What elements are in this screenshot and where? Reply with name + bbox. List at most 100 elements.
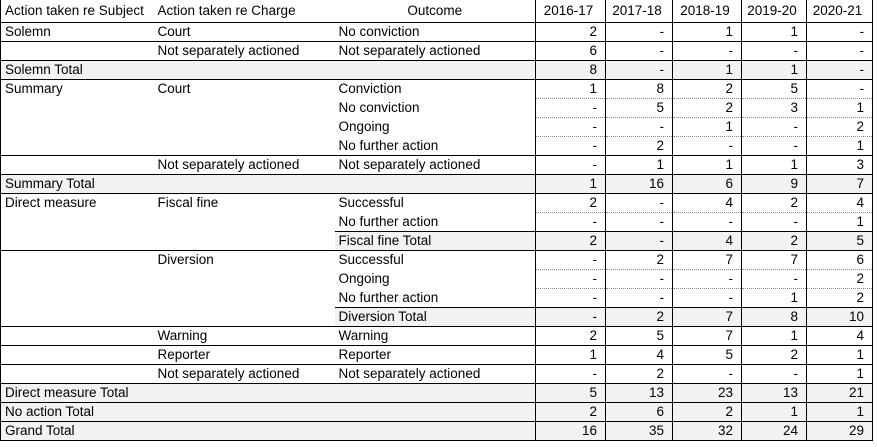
label-cell: Conviction xyxy=(334,79,536,99)
table-row: Ongoing - -1-2 xyxy=(0,117,873,137)
value-cell: 1 xyxy=(672,155,742,175)
label-cell: No further action xyxy=(338,289,439,305)
value-cell: 1 xyxy=(806,212,873,232)
label-cell xyxy=(334,174,536,194)
value-cell: 5 xyxy=(605,326,673,346)
value-cell: 9 xyxy=(741,174,807,194)
value-cell: - xyxy=(741,41,807,61)
label-cell: Solemn xyxy=(0,22,154,42)
value-cell: 2 xyxy=(535,402,606,422)
label-cell: Court xyxy=(157,24,191,39)
value-cell: 2 xyxy=(535,22,606,42)
table-row: Summary Total 1 16 6 9 7 xyxy=(0,174,873,194)
value-cell: 13 xyxy=(605,383,673,403)
value-cell: 3 xyxy=(806,155,873,175)
value-cell: 1 xyxy=(535,174,606,194)
value-cell: - xyxy=(672,269,742,289)
value-cell: - xyxy=(741,212,807,232)
header-cell: 2019-20 xyxy=(741,0,807,23)
value-cell: 4 xyxy=(605,345,673,365)
table-row: Not separately actioned Not separately ac… xyxy=(0,364,873,384)
table-row: No conviction -5 2 3 1 xyxy=(0,98,873,118)
label-cell: Not separately actioned xyxy=(153,364,335,384)
table-row: Summary Court Conviction 1 8 2 5- xyxy=(0,79,873,99)
value-cell: 2 xyxy=(672,98,742,118)
table-row: Ongoing - - - -2 xyxy=(0,269,873,289)
label-cell: Warning xyxy=(334,326,536,346)
label-cell xyxy=(0,117,154,137)
value-cell: - xyxy=(672,364,742,384)
value-cell: - xyxy=(535,155,606,175)
value-cell: 4 xyxy=(806,193,873,213)
label-cell: Summary xyxy=(0,79,154,99)
value-cell: - xyxy=(741,364,807,384)
value-cell: 1 xyxy=(741,326,807,346)
header-cell: Outcome xyxy=(334,0,536,23)
value-cell: 10 xyxy=(806,307,873,327)
label-cell xyxy=(0,155,154,175)
label-cell xyxy=(154,213,335,232)
value-cell: - xyxy=(672,288,742,308)
value-cell: 1 xyxy=(741,288,807,308)
value-cell: - xyxy=(741,117,807,137)
value-cell: 2 xyxy=(741,231,807,251)
value-cell: 2 xyxy=(535,193,606,213)
value-cell: 1 xyxy=(741,22,807,42)
value-cell: 1 xyxy=(535,345,606,365)
label-cell xyxy=(0,231,154,251)
label-cell: Direct measure xyxy=(0,193,154,213)
value-cell: 3 xyxy=(741,98,807,118)
label-cell xyxy=(153,60,335,80)
label-cell xyxy=(0,269,154,289)
value-cell: 2 xyxy=(741,193,807,213)
table-row: Reporter Reporter 1 4 5 2 1 xyxy=(0,345,873,365)
value-cell: - xyxy=(672,136,742,156)
table-row: Direct measure Total 5 13 23 13 21 xyxy=(0,383,873,403)
value-cell: - xyxy=(535,136,606,156)
value-cell: 2 xyxy=(806,117,873,137)
label-cell: Solemn Total xyxy=(0,60,154,80)
value-cell: - xyxy=(535,269,606,289)
table-row: Solemn Total 8-1 1- xyxy=(0,60,873,80)
value-cell: 6 xyxy=(605,402,673,422)
table-row: Not separately actioned Not separately ac… xyxy=(0,155,873,175)
value-cell: 23 xyxy=(672,383,742,403)
label-cell xyxy=(154,270,335,289)
value-cell: 2 xyxy=(605,136,673,156)
label-cell: No conviction xyxy=(338,24,420,39)
table-row: No action Total 2 6 2 1 1 xyxy=(0,402,873,422)
label-cell: Not separately actioned xyxy=(334,41,536,61)
label-cell xyxy=(0,212,154,232)
label-cell: No action Total xyxy=(0,402,154,422)
label-cell: Fiscal fine xyxy=(153,193,335,213)
value-cell: 8 xyxy=(605,79,673,99)
table-row: No further action -2- -1 xyxy=(0,136,873,156)
value-cell: 1 xyxy=(741,155,807,175)
value-cell: 2 xyxy=(605,250,673,270)
table-row: Direct measure Fiscal fine Successful 2-4 2 4 xyxy=(0,193,873,213)
header-cell: Action taken re Subject xyxy=(0,0,154,23)
label-cell: Diversion Total xyxy=(334,307,536,327)
value-cell: 2 xyxy=(672,79,742,99)
value-cell: 2 xyxy=(535,231,606,251)
value-cell: 8 xyxy=(741,307,807,327)
label-cell xyxy=(0,41,154,61)
value-cell: 4 xyxy=(806,326,873,346)
value-cell: - xyxy=(605,117,673,137)
table-row: Action taken re Subject Action taken re C… xyxy=(0,0,873,23)
label-cell xyxy=(0,364,154,384)
value-cell: - xyxy=(741,136,807,156)
value-cell: 6 xyxy=(535,41,606,61)
table-row: No further action - - - -1 xyxy=(0,212,873,232)
value-cell: 2 xyxy=(672,402,742,422)
value-cell: - xyxy=(741,269,807,289)
value-cell: 21 xyxy=(806,383,873,403)
label-cell: Successful xyxy=(334,193,536,213)
label-cell xyxy=(154,232,335,251)
value-cell: - xyxy=(535,364,606,384)
value-cell: 4 xyxy=(672,231,742,251)
label-cell: Not separately actioned xyxy=(153,155,335,175)
value-cell: 24 xyxy=(741,421,807,441)
label-cell xyxy=(154,289,335,308)
